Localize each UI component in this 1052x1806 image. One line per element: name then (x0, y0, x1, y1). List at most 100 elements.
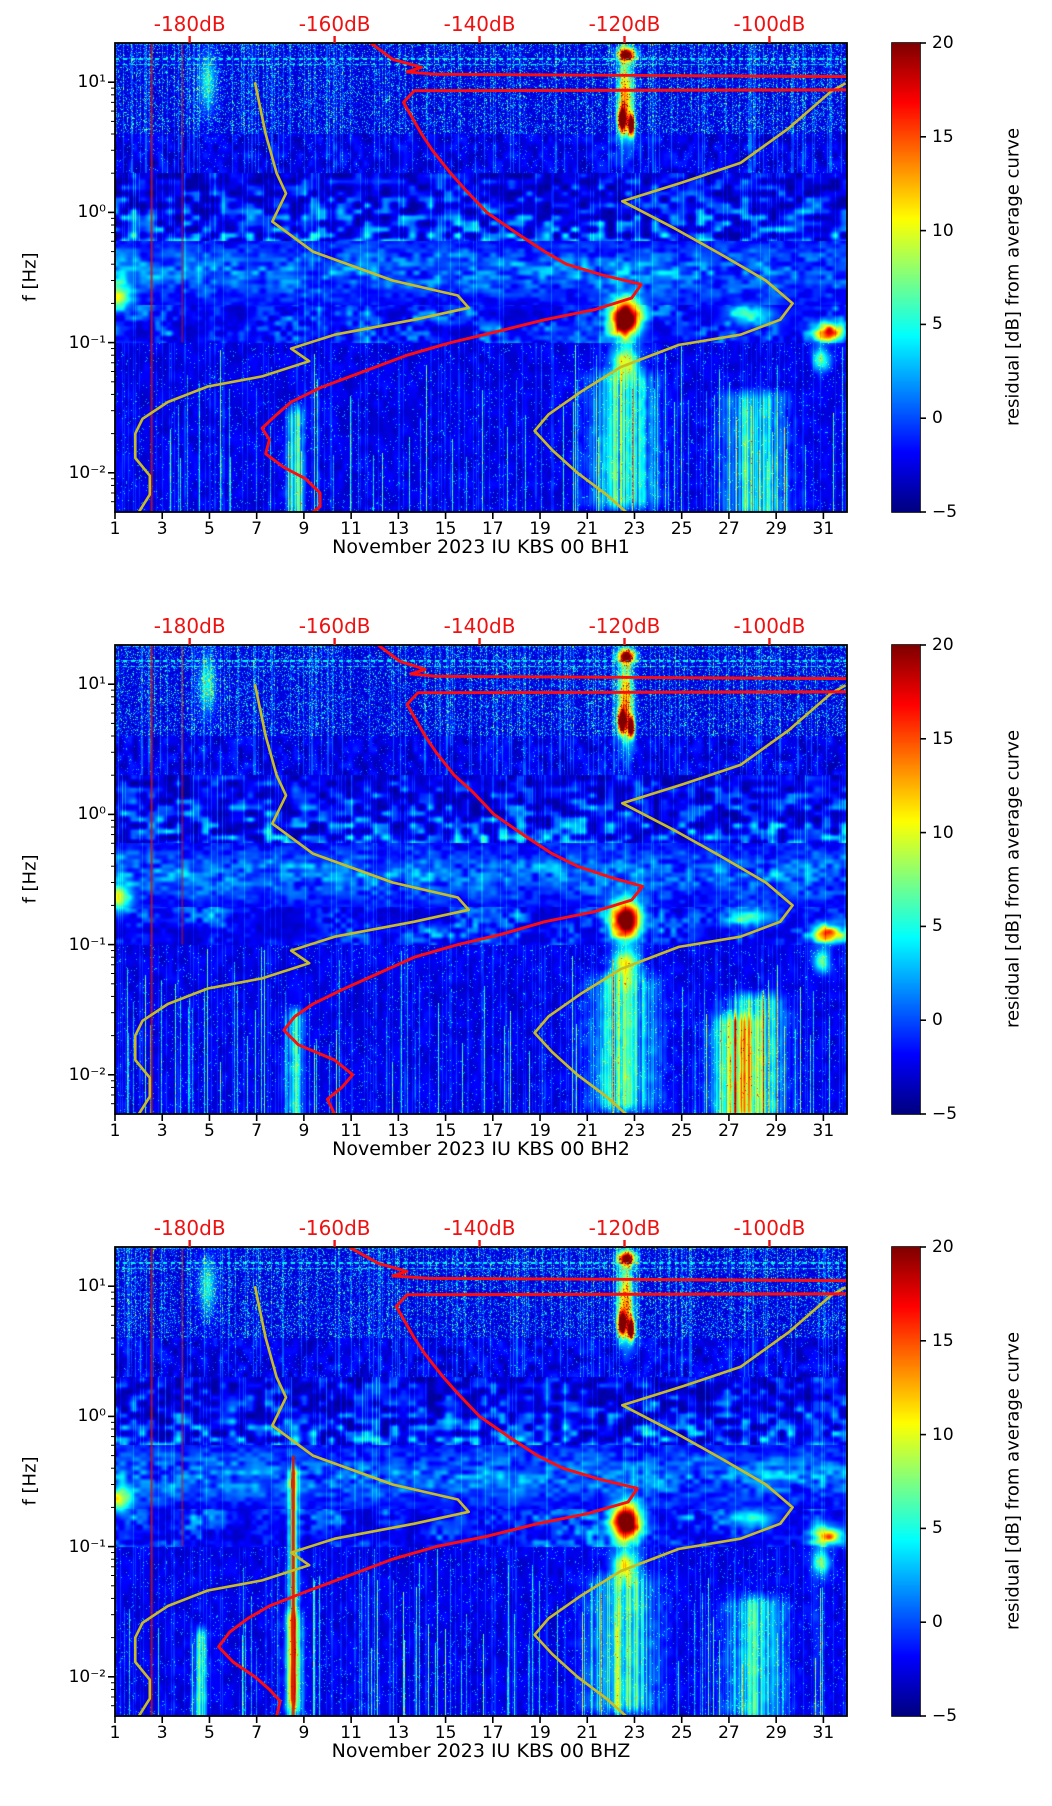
x-tick-label: 29 (765, 1121, 787, 1141)
x-tick-labels: 1 3 5 7 9 11 13 15 17 19 21 23 25 27 29 31 (0, 0, 1052, 602)
colorbar-tick-labels: 20 15 10 5 0 −5 (0, 1204, 1052, 1806)
top-axis-tick-label: -140dB (443, 1216, 516, 1240)
x-tick-label: 23 (623, 1723, 646, 1743)
x-tick-label: 9 (298, 1723, 310, 1743)
y-tick-label: 10¹ (77, 72, 106, 93)
x-tick-label: 11 (340, 1723, 362, 1743)
x-tick-labels: 1 3 5 7 9 11 13 15 17 19 21 23 25 27 29 31 (0, 1204, 1052, 1806)
x-tick-label: 3 (156, 1121, 168, 1141)
top-axis-tick-label: -180dB (153, 12, 226, 36)
x-tick-label: 17 (481, 1723, 504, 1743)
colorbar-tick-label: 5 (932, 314, 943, 335)
x-tick-label: 13 (387, 519, 410, 539)
x-tick-label: 29 (765, 1723, 787, 1743)
colorbar-tick-label: 15 (932, 126, 954, 147)
x-tick-label: 9 (298, 1121, 310, 1141)
x-tick-label: 9 (298, 519, 310, 539)
y-tick-label: 10¹ (77, 674, 106, 695)
top-axis-labels: -180dB -160dB -140dB -120dB -100dB (0, 602, 1052, 1204)
top-axis-tick-label: -160dB (298, 614, 371, 638)
x-tick-label: 3 (156, 519, 168, 539)
x-tick-label: 5 (204, 519, 215, 539)
x-tick-label: 15 (434, 1121, 457, 1141)
y-tick-labels: 10¹ 10⁰ 10⁻¹ 10⁻² (0, 602, 1052, 1204)
x-tick-label: 21 (576, 1723, 599, 1743)
x-tick-label: 31 (812, 519, 835, 539)
x-tick-label: 21 (576, 519, 599, 539)
y-axis-label: f [Hz] (19, 854, 41, 904)
colorbar-tick-label: 0 (932, 408, 943, 429)
x-axis-label: November 2023 IU KBS 00 BH1 (332, 536, 630, 558)
colorbar-tick-label: 10 (932, 220, 954, 241)
colorbar-tick-label: 20 (932, 635, 954, 655)
y-tick-label: 10⁻¹ (68, 934, 106, 955)
y-tick-labels: 10¹ 10⁰ 10⁻¹ 10⁻² (0, 1204, 1052, 1806)
x-tick-label: 23 (623, 1121, 646, 1141)
y-tick-label: 10⁰ (77, 1406, 106, 1427)
colorbar-label: residual [dB] from average curve (1002, 729, 1024, 1029)
y-tick-label: 10⁻² (68, 1666, 106, 1687)
colorbar (892, 43, 920, 512)
colorbar-label: residual [dB] from average curve (1002, 127, 1024, 427)
colorbar (892, 645, 920, 1114)
x-tick-label: 5 (204, 1723, 215, 1743)
x-tick-label: 27 (718, 1121, 740, 1141)
x-tick-label: 25 (670, 1121, 693, 1141)
colorbar-tick-label: 10 (932, 822, 954, 843)
y-tick-labels: 10¹ 10⁰ 10⁻¹ 10⁻² (0, 0, 1052, 602)
subplot-bh2: -180dB -160dB -140dB -120dB -100dB 1 3 5 7 9 11 13… (0, 602, 1052, 1204)
colorbar-tick-label: 5 (932, 1518, 943, 1539)
x-tick-label: 17 (481, 519, 504, 539)
x-tick-label: 1 (109, 1121, 121, 1141)
x-axis-label: November 2023 IU KBS 00 BH2 (332, 1138, 630, 1160)
x-tick-label: 31 (812, 1121, 835, 1141)
colorbar-tick-label: 15 (932, 1330, 954, 1351)
top-axis-tick-label: -100dB (733, 12, 806, 36)
colorbar-tick-label: 5 (932, 916, 943, 937)
colorbar-tick-labels: 20 15 10 5 0 −5 (0, 0, 1052, 602)
top-axis-tick-label: -100dB (733, 614, 806, 638)
x-tick-label: 13 (387, 1121, 410, 1141)
y-tick-label: 10¹ (77, 1276, 106, 1297)
colorbar-tick-labels: 20 15 10 5 0 −5 (0, 602, 1052, 1204)
subplot-bhz: -180dB -160dB -140dB -120dB -100dB 1 3 5 7 9 11 13… (0, 1204, 1052, 1806)
x-tick-label: 3 (156, 1723, 168, 1743)
x-tick-label: 7 (251, 519, 263, 539)
x-tick-label: 27 (718, 519, 740, 539)
x-tick-label: 17 (481, 1121, 504, 1141)
colorbar-tick-label: −5 (932, 1706, 958, 1726)
y-tick-label: 10⁻² (68, 1064, 106, 1085)
x-tick-labels: 1 3 5 7 9 11 13 15 17 19 21 23 25 27 29 31 (0, 602, 1052, 1204)
top-axis-tick-label: -120dB (588, 614, 661, 638)
x-tick-label: 25 (670, 1723, 693, 1743)
top-axis-tick-label: -180dB (153, 1216, 226, 1240)
y-tick-label: 10⁰ (77, 202, 106, 223)
top-axis-tick-label: -140dB (443, 614, 516, 638)
x-tick-label: 21 (576, 1121, 599, 1141)
top-axis-tick-label: -100dB (733, 1216, 806, 1240)
colorbar-tick-label: −5 (932, 1104, 958, 1124)
x-tick-label: 1 (109, 519, 121, 539)
colorbar-tick-label: 0 (932, 1010, 943, 1031)
colorbar-tick-label: 15 (932, 728, 954, 749)
x-tick-label: 11 (340, 1121, 362, 1141)
colorbar (892, 1247, 920, 1716)
colorbar-tick-label: −5 (932, 502, 958, 522)
y-axis-label: f [Hz] (19, 1456, 41, 1506)
x-tick-label: 11 (340, 519, 362, 539)
x-tick-label: 27 (718, 1723, 740, 1743)
x-tick-label: 29 (765, 519, 787, 539)
colorbar-tick-label: 20 (932, 1237, 954, 1257)
x-tick-label: 5 (204, 1121, 215, 1141)
x-tick-label: 19 (529, 519, 551, 539)
x-tick-label: 19 (529, 1121, 551, 1141)
x-tick-label: 13 (387, 1723, 410, 1743)
colorbar-tick-label: 10 (932, 1424, 954, 1445)
colorbar-tick-label: 20 (932, 33, 954, 53)
x-tick-label: 19 (529, 1723, 551, 1743)
x-tick-label: 7 (251, 1723, 263, 1743)
colorbar-tick-label: 0 (932, 1612, 943, 1633)
y-tick-label: 10⁻¹ (68, 332, 106, 353)
top-axis-labels: -180dB -160dB -140dB -120dB -100dB (0, 0, 1052, 602)
subplot-bh1: -180dB -160dB -140dB -120dB -100dB 1 3 5 7 9 11 13… (0, 0, 1052, 602)
